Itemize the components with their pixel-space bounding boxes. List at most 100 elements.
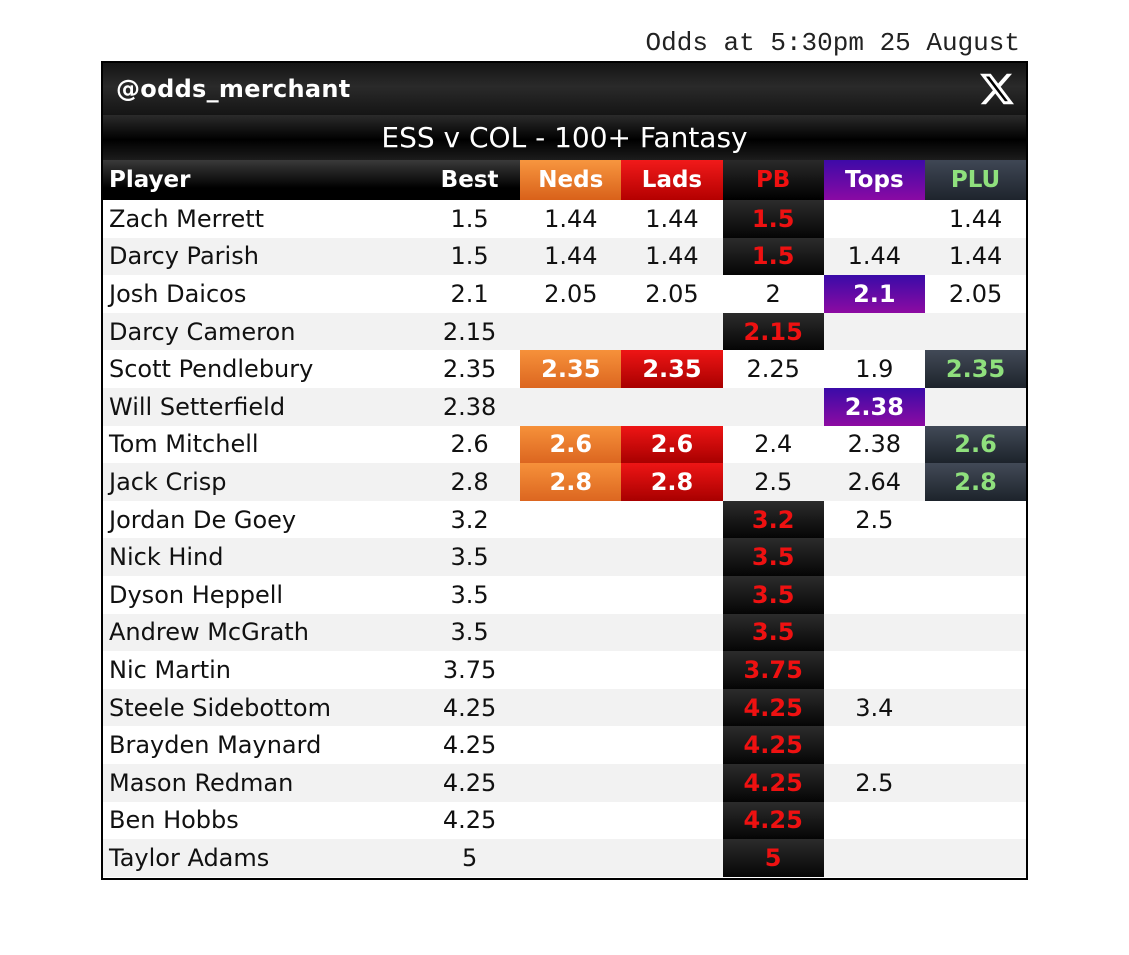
table-row[interactable]: Will Setterfield 2.38 2.38 [103,387,1026,426]
pb-odds-cell[interactable]: 3.75 [722,651,824,689]
tops-odds-cell[interactable] [823,538,925,576]
tops-odds-cell[interactable]: 2.1 [823,275,925,313]
column-header-tops[interactable]: Tops [823,160,925,200]
plu-odds-cell[interactable] [924,839,1026,877]
tops-odds-cell[interactable] [823,312,925,351]
table-row[interactable]: Ben Hobbs 4.25 4.25 [103,801,1026,840]
pb-odds-cell[interactable]: 2 [722,275,824,313]
pb-odds-cell[interactable]: 4.25 [722,801,824,840]
pb-odds-cell[interactable]: 4.25 [722,763,824,802]
tops-odds-cell[interactable] [823,613,925,652]
tops-odds-cell[interactable]: 2.38 [823,425,925,464]
lads-odds-cell[interactable] [621,575,723,614]
best-odds-cell[interactable]: 3.2 [419,500,521,539]
tops-odds-cell[interactable]: 2.64 [823,463,925,501]
best-odds-cell[interactable]: 3.5 [419,613,521,652]
plu-odds-cell[interactable]: 2.05 [924,275,1026,313]
neds-odds-cell[interactable]: 2.6 [520,425,622,464]
pb-odds-cell[interactable]: 3.2 [722,500,824,539]
plu-odds-cell[interactable] [924,726,1026,764]
neds-odds-cell[interactable]: 2.35 [520,350,622,388]
table-row[interactable]: Andrew McGrath 3.5 3.5 [103,613,1026,652]
pb-odds-cell[interactable]: 3.5 [722,538,824,576]
lads-odds-cell[interactable] [621,312,723,351]
pb-odds-cell[interactable]: 1.5 [722,237,824,276]
x-logo-icon[interactable] [980,72,1014,106]
best-odds-cell[interactable]: 4.25 [419,726,521,764]
best-odds-cell[interactable]: 5 [419,839,521,877]
plu-odds-cell[interactable]: 2.35 [924,350,1026,388]
table-row[interactable]: Nick Hind 3.5 3.5 [103,538,1026,576]
tops-odds-cell[interactable] [823,801,925,840]
pb-odds-cell[interactable]: 3.5 [722,575,824,614]
plu-odds-cell[interactable] [924,688,1026,727]
best-odds-cell[interactable]: 3.5 [419,538,521,576]
pb-odds-cell[interactable]: 1.5 [722,200,824,238]
lads-odds-cell[interactable] [621,726,723,764]
neds-odds-cell[interactable]: 1.44 [520,200,622,238]
neds-odds-cell[interactable] [520,839,622,877]
pb-odds-cell[interactable] [722,387,824,426]
tops-odds-cell[interactable]: 1.9 [823,350,925,388]
neds-odds-cell[interactable] [520,312,622,351]
lads-odds-cell[interactable]: 2.05 [621,275,723,313]
pb-odds-cell[interactable]: 4.25 [722,688,824,727]
best-odds-cell[interactable]: 3.75 [419,651,521,689]
tops-odds-cell[interactable] [823,575,925,614]
plu-odds-cell[interactable] [924,801,1026,840]
neds-odds-cell[interactable] [520,538,622,576]
lads-odds-cell[interactable]: 1.44 [621,237,723,276]
best-odds-cell[interactable]: 2.6 [419,425,521,464]
plu-odds-cell[interactable] [924,763,1026,802]
table-row[interactable]: Darcy Parish 1.5 1.44 1.44 1.5 1.44 1.44 [103,237,1026,276]
best-odds-cell[interactable]: 4.25 [419,763,521,802]
lads-odds-cell[interactable] [621,387,723,426]
plu-odds-cell[interactable]: 1.44 [924,200,1026,238]
table-row[interactable]: Dyson Heppell 3.5 3.5 [103,575,1026,614]
tops-odds-cell[interactable]: 1.44 [823,237,925,276]
table-row[interactable]: Nic Martin 3.75 3.75 [103,651,1026,689]
neds-odds-cell[interactable] [520,801,622,840]
lads-odds-cell[interactable]: 2.6 [621,425,723,464]
neds-odds-cell[interactable]: 2.8 [520,463,622,501]
best-odds-cell[interactable]: 2.38 [419,387,521,426]
tops-odds-cell[interactable] [823,651,925,689]
column-header-lads[interactable]: Lads [621,160,723,200]
plu-odds-cell[interactable] [924,500,1026,539]
tops-odds-cell[interactable] [823,726,925,764]
table-row[interactable]: Mason Redman 4.25 4.25 2.5 [103,763,1026,802]
pb-odds-cell[interactable]: 2.25 [722,350,824,388]
lads-odds-cell[interactable]: 2.35 [621,350,723,388]
lads-odds-cell[interactable] [621,613,723,652]
plu-odds-cell[interactable]: 1.44 [924,237,1026,276]
best-odds-cell[interactable]: 4.25 [419,801,521,840]
tops-odds-cell[interactable] [823,839,925,877]
neds-odds-cell[interactable] [520,387,622,426]
table-row[interactable]: Tom Mitchell 2.6 2.6 2.6 2.4 2.38 2.6 [103,425,1026,464]
plu-odds-cell[interactable] [924,312,1026,351]
table-row[interactable]: Josh Daicos 2.1 2.05 2.05 2 2.1 2.05 [103,275,1026,313]
best-odds-cell[interactable]: 2.35 [419,350,521,388]
neds-odds-cell[interactable] [520,613,622,652]
tops-odds-cell[interactable]: 2.38 [823,387,925,426]
lads-odds-cell[interactable]: 2.8 [621,463,723,501]
tops-odds-cell[interactable] [823,200,925,238]
pb-odds-cell[interactable]: 4.25 [722,726,824,764]
table-row[interactable]: Zach Merrett 1.5 1.44 1.44 1.5 1.44 [103,200,1026,238]
best-odds-cell[interactable]: 1.5 [419,200,521,238]
plu-odds-cell[interactable] [924,538,1026,576]
column-header-plu[interactable]: PLU [924,160,1026,200]
neds-odds-cell[interactable] [520,688,622,727]
lads-odds-cell[interactable] [621,801,723,840]
lads-odds-cell[interactable] [621,839,723,877]
neds-odds-cell[interactable] [520,500,622,539]
column-header-player[interactable]: Player [103,160,419,200]
table-row[interactable]: Steele Sidebottom 4.25 4.25 3.4 [103,688,1026,727]
table-row[interactable]: Darcy Cameron 2.15 2.15 [103,312,1026,351]
plu-odds-cell[interactable]: 2.6 [924,425,1026,464]
lads-odds-cell[interactable] [621,538,723,576]
pb-odds-cell[interactable]: 2.15 [722,312,824,351]
neds-odds-cell[interactable] [520,651,622,689]
neds-odds-cell[interactable]: 1.44 [520,237,622,276]
table-row[interactable]: Jack Crisp 2.8 2.8 2.8 2.5 2.64 2.8 [103,463,1026,501]
